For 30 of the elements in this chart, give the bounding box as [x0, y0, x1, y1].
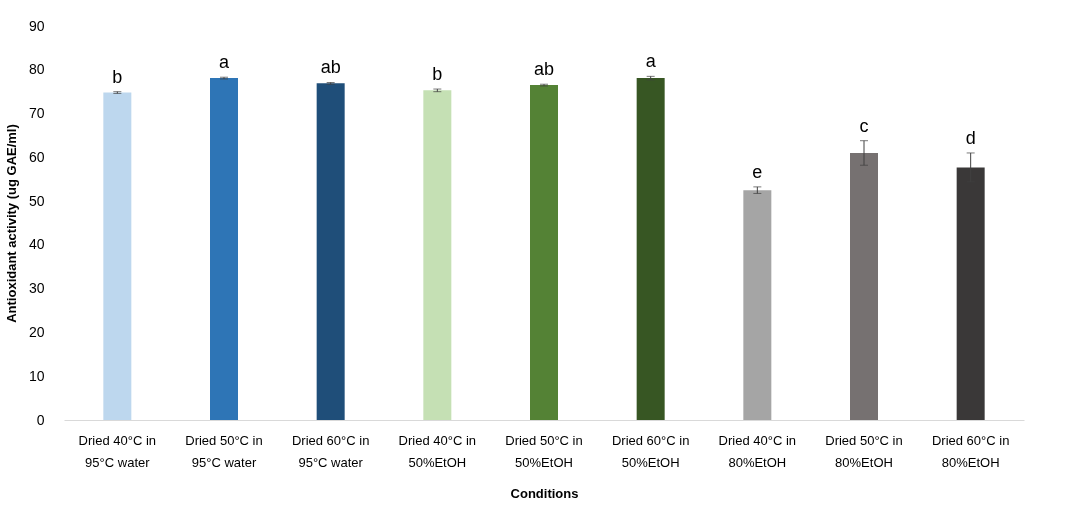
- y-tick-label: 70: [28, 105, 45, 122]
- x-tick-label: Dried 60°C in 50%EtOH: [611, 432, 690, 470]
- annotation: a: [645, 51, 657, 72]
- annotation: c: [859, 115, 869, 136]
- annotation: e: [752, 161, 763, 182]
- annotation: ab: [533, 59, 555, 80]
- x-tick-label: Dried 40°C in 80%EtOH: [718, 432, 797, 470]
- y-tick-label: 40: [28, 236, 45, 253]
- annotation: b: [112, 66, 123, 87]
- x-tick-label: Dried 60°C in 80%EtOH: [931, 432, 1010, 470]
- y-tick-label: 10: [28, 367, 45, 384]
- x-tick-label: Dried 40°C in 95°C water: [78, 432, 157, 470]
- y-tick-label: 0: [36, 411, 45, 428]
- y-tick-label: 30: [28, 280, 45, 297]
- annotation: b: [432, 64, 443, 85]
- x-tick-label: Dried 50°C in 80%EtOH: [825, 432, 903, 470]
- y-axis-title: Antioxidant activity (ug GAE/ml): [3, 124, 19, 323]
- x-tick-label: Dried 40°C in 50%EtOH: [398, 432, 477, 470]
- x-tick-label: Dried 50°C in 50%EtOH: [505, 432, 583, 470]
- annotation: d: [965, 127, 976, 148]
- y-tick-label: 20: [28, 323, 45, 340]
- annotation: a: [218, 52, 230, 73]
- y-tick-label: 50: [28, 192, 45, 209]
- x-tick-label: Dried 60°C in 95°C water: [291, 432, 370, 470]
- annotation: ab: [320, 57, 341, 78]
- x-tick-label: Dried 50°C in 95°C water: [185, 432, 263, 470]
- y-tick-label: 80: [28, 61, 45, 78]
- y-tick-label: 60: [28, 148, 45, 165]
- y-tick-label: 90: [28, 17, 45, 34]
- x-axis-title: Conditions: [510, 485, 579, 501]
